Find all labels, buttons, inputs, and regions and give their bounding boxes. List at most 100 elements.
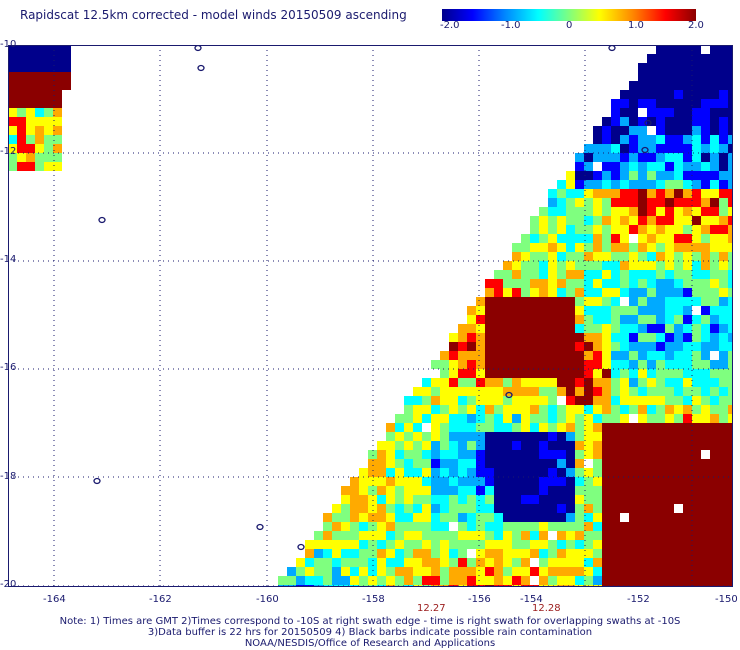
- swath-cell: [629, 90, 638, 99]
- swath-cell: [683, 288, 692, 297]
- swath-cell: [701, 90, 710, 99]
- swath-cell: [602, 414, 611, 423]
- swath-cell: [17, 45, 26, 54]
- swath-cell: [467, 477, 476, 486]
- swath-cell: [53, 162, 62, 171]
- swath-cell: [413, 441, 422, 450]
- swath-cell: [710, 468, 719, 477]
- swath-cell: [665, 342, 674, 351]
- swath-cell: [638, 450, 647, 459]
- swath-cell: [350, 477, 359, 486]
- swath-cell: [719, 306, 728, 315]
- swath-cell: [602, 576, 611, 585]
- swath-cell: [404, 504, 413, 513]
- swath-cell: [575, 288, 584, 297]
- swath-cell: [26, 162, 35, 171]
- swath-cell: [359, 549, 368, 558]
- swath-cell: [431, 396, 440, 405]
- swath-cell: [665, 531, 674, 540]
- swath-cell: [620, 441, 629, 450]
- swath-cell: [629, 576, 638, 585]
- swath-cell: [710, 270, 719, 279]
- swath-cell: [710, 243, 719, 252]
- swath-cell: [431, 360, 440, 369]
- swath-cell: [683, 144, 692, 153]
- swath-cell: [485, 558, 494, 567]
- swath-cell: [386, 567, 395, 576]
- swath-cell: [458, 405, 467, 414]
- swath-cell: [35, 126, 44, 135]
- swath-cell: [683, 450, 692, 459]
- swath-cell: [593, 216, 602, 225]
- swath-cell: [521, 450, 530, 459]
- swath-cell: [683, 225, 692, 234]
- swath-cell: [431, 477, 440, 486]
- swath-cell: [350, 531, 359, 540]
- swath-cell: [575, 261, 584, 270]
- swath-cell: [539, 342, 548, 351]
- swath-cell: [548, 216, 557, 225]
- swath-cell: [674, 369, 683, 378]
- swath-cell: [530, 432, 539, 441]
- swath-cell: [683, 513, 692, 522]
- swath-cell: [485, 459, 494, 468]
- swath-cell: [341, 549, 350, 558]
- swath-cell: [656, 189, 665, 198]
- swath-cell: [638, 549, 647, 558]
- swath-cell: [674, 423, 683, 432]
- swath-cell: [575, 342, 584, 351]
- swath-cell: [665, 441, 674, 450]
- swath-cell: [314, 558, 323, 567]
- swath-cell: [638, 90, 647, 99]
- swath-cell: [728, 90, 733, 99]
- swath-cell: [719, 378, 728, 387]
- swath-cell: [440, 405, 449, 414]
- swath-cell: [629, 261, 638, 270]
- swath-cell: [611, 468, 620, 477]
- swath-cell: [458, 378, 467, 387]
- swath-cell: [332, 567, 341, 576]
- swath-cell: [728, 567, 733, 576]
- swath-cell: [692, 126, 701, 135]
- swath-cell: [692, 279, 701, 288]
- swath-cell: [584, 387, 593, 396]
- swath-cell: [566, 297, 575, 306]
- swath-cell: [548, 351, 557, 360]
- swath-cell: [593, 486, 602, 495]
- swath-cell: [503, 540, 512, 549]
- swath-cell: [431, 576, 440, 585]
- swath-cell: [728, 495, 733, 504]
- swath-cell: [620, 351, 629, 360]
- swath-cell: [332, 540, 341, 549]
- swath-cell: [503, 351, 512, 360]
- swath-cell: [530, 513, 539, 522]
- swath-cell: [638, 558, 647, 567]
- swath-cell: [701, 378, 710, 387]
- swath-cell: [683, 117, 692, 126]
- swath-cell: [602, 306, 611, 315]
- swath-cell: [467, 486, 476, 495]
- swath-cell: [503, 450, 512, 459]
- swath-cell: [494, 288, 503, 297]
- swath-cell: [665, 378, 674, 387]
- swath-cell: [467, 306, 476, 315]
- swath-cell: [458, 522, 467, 531]
- swath-cell: [341, 576, 350, 585]
- swath-cell: [539, 252, 548, 261]
- swath-cell: [584, 306, 593, 315]
- swath-cell: [512, 522, 521, 531]
- swath-cell: [521, 342, 530, 351]
- swath-cell: [467, 522, 476, 531]
- swath-cell: [530, 495, 539, 504]
- swath-cell: [656, 180, 665, 189]
- swath-cell: [656, 54, 665, 63]
- swath-cell: [575, 360, 584, 369]
- swath-cell: [665, 540, 674, 549]
- swath-cell: [485, 288, 494, 297]
- swath-cell: [638, 324, 647, 333]
- swath-cell: [638, 72, 647, 81]
- swath-cell: [449, 558, 458, 567]
- swath-cell: [656, 567, 665, 576]
- swath-cell: [404, 522, 413, 531]
- swath-cell: [593, 270, 602, 279]
